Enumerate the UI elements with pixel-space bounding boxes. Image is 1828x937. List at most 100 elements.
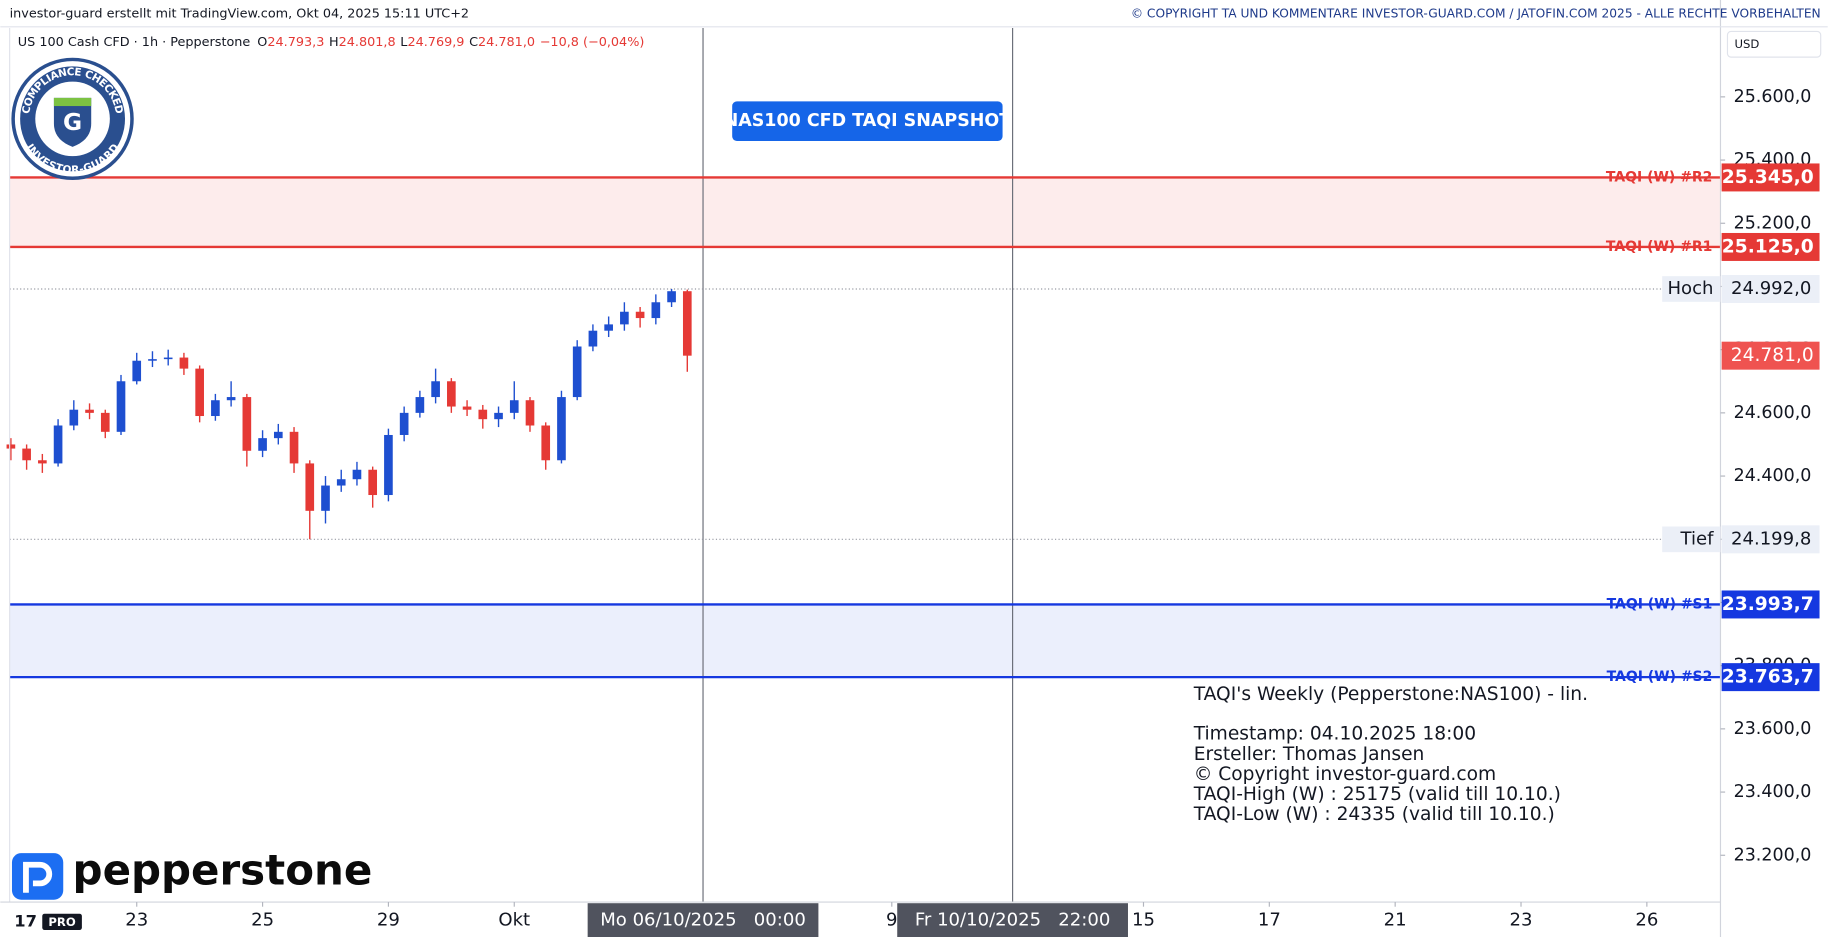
candle-body [620, 311, 629, 325]
x-tick-label: 23 [125, 910, 148, 931]
candle-body [22, 448, 31, 461]
logo-icon [11, 853, 64, 900]
tv-pro-box [42, 913, 82, 931]
x-tick-label: Okt [498, 910, 530, 931]
candle-body [258, 438, 267, 451]
ohlc-key: O [257, 34, 267, 49]
candle-body [509, 400, 519, 413]
candle-body [305, 463, 315, 511]
candle-body [69, 409, 79, 426]
candle-body [195, 368, 204, 417]
ohlc-key: H [329, 34, 339, 49]
header-right: © COPYRIGHT TA UND KOMMENTARE INVESTOR-G… [1131, 6, 1821, 20]
info-line: Timestamp: 04.10.2025 18:00 [1193, 724, 1476, 745]
candle-body [635, 311, 645, 319]
x-tick-label: 21 [1384, 910, 1407, 931]
candle-body [462, 406, 472, 410]
candle-body [415, 397, 425, 413]
info-line: TAQI-Low (W) : 24335 (valid till 10.10.) [1193, 804, 1555, 825]
extreme-label-box [1721, 275, 1820, 303]
y-tick-label: 23.400,0 [1734, 782, 1812, 802]
change: −10,8 (−0,04%) [540, 34, 645, 49]
candle-body [368, 469, 378, 496]
level-label: 23.763,7 [1722, 667, 1814, 688]
level-name: TAQI (W) #R1 [1606, 239, 1712, 255]
symbol-legend: US 100 Cash CFD · 1h · Pepperstone O24.79… [18, 34, 645, 49]
ohlc-key: C [469, 34, 478, 49]
candle-body [572, 346, 582, 398]
extreme-name-box [1662, 276, 1721, 302]
candle-body [494, 412, 503, 420]
title-box [732, 101, 1003, 142]
level-label-box [1721, 232, 1820, 261]
level-zone [9, 604, 1721, 678]
header-left: investor-guard erstellt mit TradingView.… [10, 6, 469, 21]
extreme-label: 24.992,0 [1731, 278, 1811, 299]
candle-body [148, 359, 157, 361]
candle-body [273, 431, 283, 439]
last-price-label: 24.781,0 [1731, 345, 1814, 366]
candle-body [132, 360, 142, 382]
compliance-badge: G COMPLIANCE CHECKED INVESTOR-GUARD [11, 57, 134, 181]
level-label-box [1721, 590, 1820, 619]
candle-body [541, 425, 551, 461]
candle-body [226, 397, 236, 401]
info-line: TAQI-High (W) : 25175 (valid till 10.10.… [1193, 784, 1561, 805]
y-tick-label: 24.600,0 [1734, 403, 1812, 423]
candle-body [667, 291, 676, 303]
ohlc-value: 24.769,9 [407, 34, 464, 49]
extreme-name-box [1662, 526, 1721, 553]
candle-body [399, 412, 409, 435]
last-price-box [1721, 341, 1820, 370]
candle-body [163, 357, 173, 360]
badge-shield [53, 97, 92, 147]
candle-body [525, 400, 535, 426]
y-tick-label: 23.200,0 [1734, 845, 1812, 865]
extreme-label-box [1721, 525, 1820, 554]
tv-pro: PRO [48, 915, 75, 929]
level-label: 25.345,0 [1722, 167, 1814, 188]
extreme-name: Hoch [1667, 278, 1713, 299]
candle-body [211, 400, 220, 417]
info-line: © Copyright investor-guard.com [1194, 764, 1496, 785]
candle-body [85, 409, 94, 413]
candle-body [604, 324, 613, 331]
ohlc-value: 24.781,0 [478, 34, 535, 49]
x-tick-label: 15 [1132, 910, 1155, 931]
candle-body [116, 381, 126, 432]
candle-body [179, 357, 189, 369]
badge-letter: G [63, 109, 82, 136]
x-tick-label: 25 [251, 910, 274, 931]
candle-body [38, 460, 47, 464]
extreme-name: Tief [1680, 528, 1715, 549]
candle-body [588, 330, 598, 347]
x-tick-label: Fr 10/10/2025 22:00 [915, 910, 1110, 931]
currency: USD [1734, 37, 1759, 51]
level-name: TAQI (W) #S2 [1607, 669, 1713, 685]
candle-body [447, 381, 456, 407]
logo-p [23, 861, 53, 893]
x-tick-label: 23 [1510, 910, 1533, 931]
y-tick-label: 25.600,0 [1734, 87, 1812, 107]
y-tick-label: 23.600,0 [1734, 719, 1812, 739]
level-label: 23.993,7 [1722, 594, 1814, 615]
ohlc-key: L [400, 34, 408, 49]
x-tick-label: Mo 06/10/2025 00:00 [600, 910, 806, 931]
level-name: TAQI (W) #S1 [1607, 596, 1713, 612]
badge-stripe [53, 97, 92, 107]
candle-body [6, 444, 16, 449]
candle-body [352, 469, 362, 480]
symbol: US 100 Cash CFD · 1h · Pepperstone [18, 34, 251, 49]
x-tick-highlight [587, 903, 819, 937]
candle-body [321, 485, 330, 511]
x-tick-label: 29 [377, 910, 400, 931]
candle-body [651, 302, 661, 319]
candle-body [336, 479, 346, 486]
x-tick-label: 26 [1635, 910, 1658, 931]
candle-body [53, 425, 63, 464]
info-title: TAQI's Weekly (Pepperstone:NAS100) - lin… [1193, 684, 1588, 705]
ohlc-value: 24.793,3 [267, 34, 324, 49]
